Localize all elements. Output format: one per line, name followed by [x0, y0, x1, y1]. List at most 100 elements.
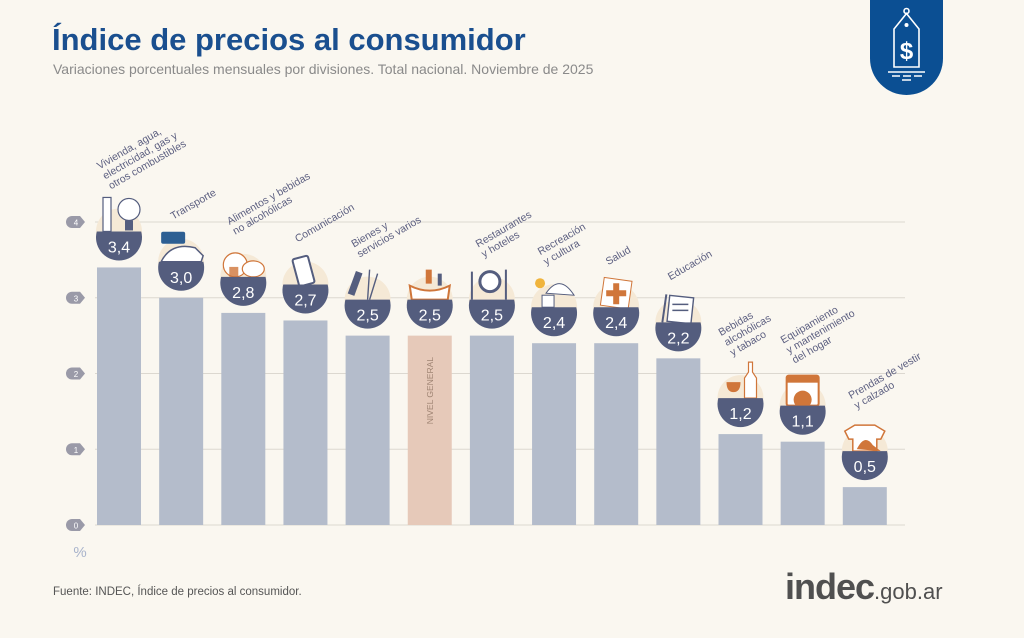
bar-group: 1,2 Bebidasalcohólicasy tabaco — [717, 302, 779, 525]
data-label: 2,7 — [294, 292, 316, 309]
notebook-pencil-icon — [672, 303, 689, 312]
bar — [780, 441, 825, 525]
notebook-pencil-icon — [666, 294, 695, 325]
y-axis-label: % — [73, 544, 86, 561]
bar-group: 2,4 Salud — [593, 244, 640, 525]
faucet-lightbulb-icon — [125, 220, 133, 231]
sun-umbrella-icon — [535, 278, 546, 289]
sun-umbrella-icon — [541, 294, 555, 308]
value-bowl — [655, 322, 702, 352]
category-label: Bebidasalcohólicasy tabaco — [717, 302, 779, 358]
y-tick-marker — [66, 443, 85, 456]
value-bowl — [841, 451, 888, 481]
category-label: Equipamientoy mantenimientodel hogar — [779, 297, 863, 366]
y-tick-label: 4 — [74, 219, 79, 228]
data-label: 3,0 — [170, 270, 192, 287]
category-label: Transporte — [169, 187, 219, 223]
bar — [221, 312, 266, 525]
page-title: Índice de precios al consumidor — [52, 22, 526, 57]
bar-group: 3,4 Vivienda, agua,electricidad, gas yotr… — [95, 126, 188, 525]
category-label: Restaurantesy hoteles — [474, 209, 540, 261]
y-tick-marker — [66, 519, 85, 531]
bar-group: 2,5 Restaurantesy hoteles — [468, 209, 540, 525]
value-bowl — [779, 405, 826, 435]
shopping-bag-icon — [408, 283, 452, 301]
value-bowl — [406, 299, 453, 329]
y-tick-label: 1 — [74, 446, 79, 455]
notebook-pencil-icon — [661, 294, 668, 323]
category-label-line: Salud — [604, 244, 633, 268]
svg-text:$: $ — [900, 38, 914, 65]
faucet-lightbulb-icon — [117, 197, 141, 222]
bar — [842, 487, 887, 525]
data-label: 2,4 — [605, 315, 627, 332]
sun-umbrella-icon — [545, 283, 576, 296]
medical-cross-icon — [606, 283, 627, 305]
shopping-bag-icon — [425, 269, 432, 284]
data-label: 1,2 — [729, 406, 751, 423]
data-label: 2,5 — [356, 308, 378, 325]
comb-scissors-icon — [366, 269, 379, 300]
value-bowl — [717, 398, 764, 428]
y-tick-marker — [66, 367, 85, 380]
category-label: Bienes yservicios varios — [349, 204, 423, 260]
shopping-bag-icon — [437, 273, 442, 286]
bar-group: 3,0 Transporte — [158, 187, 218, 525]
wine-bottle-icon — [743, 361, 758, 399]
value-bowl — [95, 231, 142, 261]
bar — [594, 343, 639, 525]
tshirt-shoe-icon — [856, 439, 881, 452]
bar-group: 2,2 Educación — [655, 248, 714, 525]
food-chicken-icon — [229, 266, 239, 277]
tshirt-shoe-icon — [843, 424, 886, 452]
brand-main: indec — [785, 566, 875, 607]
comb-scissors-icon — [347, 270, 363, 296]
data-label: 2,5 — [481, 308, 503, 325]
bar — [718, 434, 763, 525]
category-label-line: Transporte — [169, 187, 219, 223]
value-bowl — [158, 261, 205, 291]
wine-bottle-icon — [726, 382, 741, 393]
faucet-lightbulb-icon — [102, 196, 112, 233]
bar-nivel-general — [407, 335, 452, 525]
y-tick-label: 0 — [74, 522, 79, 531]
source-note: Fuente: INDEC, Índice de precios al cons… — [53, 586, 302, 598]
y-tick-label: 2 — [74, 370, 79, 379]
data-label: 2,2 — [667, 330, 689, 347]
bar — [469, 335, 514, 525]
page-subtitle: Variaciones porcentuales mensuales por d… — [53, 61, 594, 77]
value-bowl — [531, 307, 578, 337]
plate-cutlery-icon — [478, 270, 502, 294]
category-label-line: Comunicación — [293, 201, 357, 245]
bar — [345, 335, 390, 525]
bar-group: 0,5 Prendas de vestiry calzado — [841, 350, 930, 525]
value-bowl — [593, 307, 640, 337]
bar-label: NIVEL GENERAL — [425, 357, 435, 425]
category-label: Salud — [604, 244, 633, 268]
bar-group: 2,7 Comunicación — [282, 201, 357, 525]
category-label: Educación — [666, 248, 715, 283]
value-bowl — [468, 299, 515, 329]
sube-car-icon — [161, 231, 186, 244]
brand-suffix: .gob.ar — [874, 579, 943, 604]
category-label-line: Educación — [666, 248, 715, 283]
food-chicken-icon — [241, 260, 265, 278]
bar-group: 1,1 Equipamientoy mantenimientodel hogar — [779, 297, 863, 525]
bar — [283, 320, 328, 525]
sube-car-icon — [159, 245, 205, 263]
y-tick-label: 3 — [74, 294, 79, 303]
bar — [656, 358, 701, 525]
y-tick-marker — [66, 291, 85, 304]
washing-machine-icon — [786, 375, 819, 383]
bar-group: NIVEL GENERAL 2,5 — [406, 269, 453, 525]
data-label: 1,1 — [792, 414, 814, 431]
price-tag-dollar-icon: $ — [870, 0, 943, 95]
data-label: 2,5 — [419, 308, 441, 325]
data-label: 0,5 — [854, 459, 876, 476]
data-label: 2,4 — [543, 315, 565, 332]
bar — [97, 267, 141, 525]
bar-group: 2,4 Recreacióny cultura — [531, 221, 594, 525]
category-label: Recreacióny cultura — [536, 221, 594, 268]
category-label: Prendas de vestiry calzado — [847, 350, 930, 411]
